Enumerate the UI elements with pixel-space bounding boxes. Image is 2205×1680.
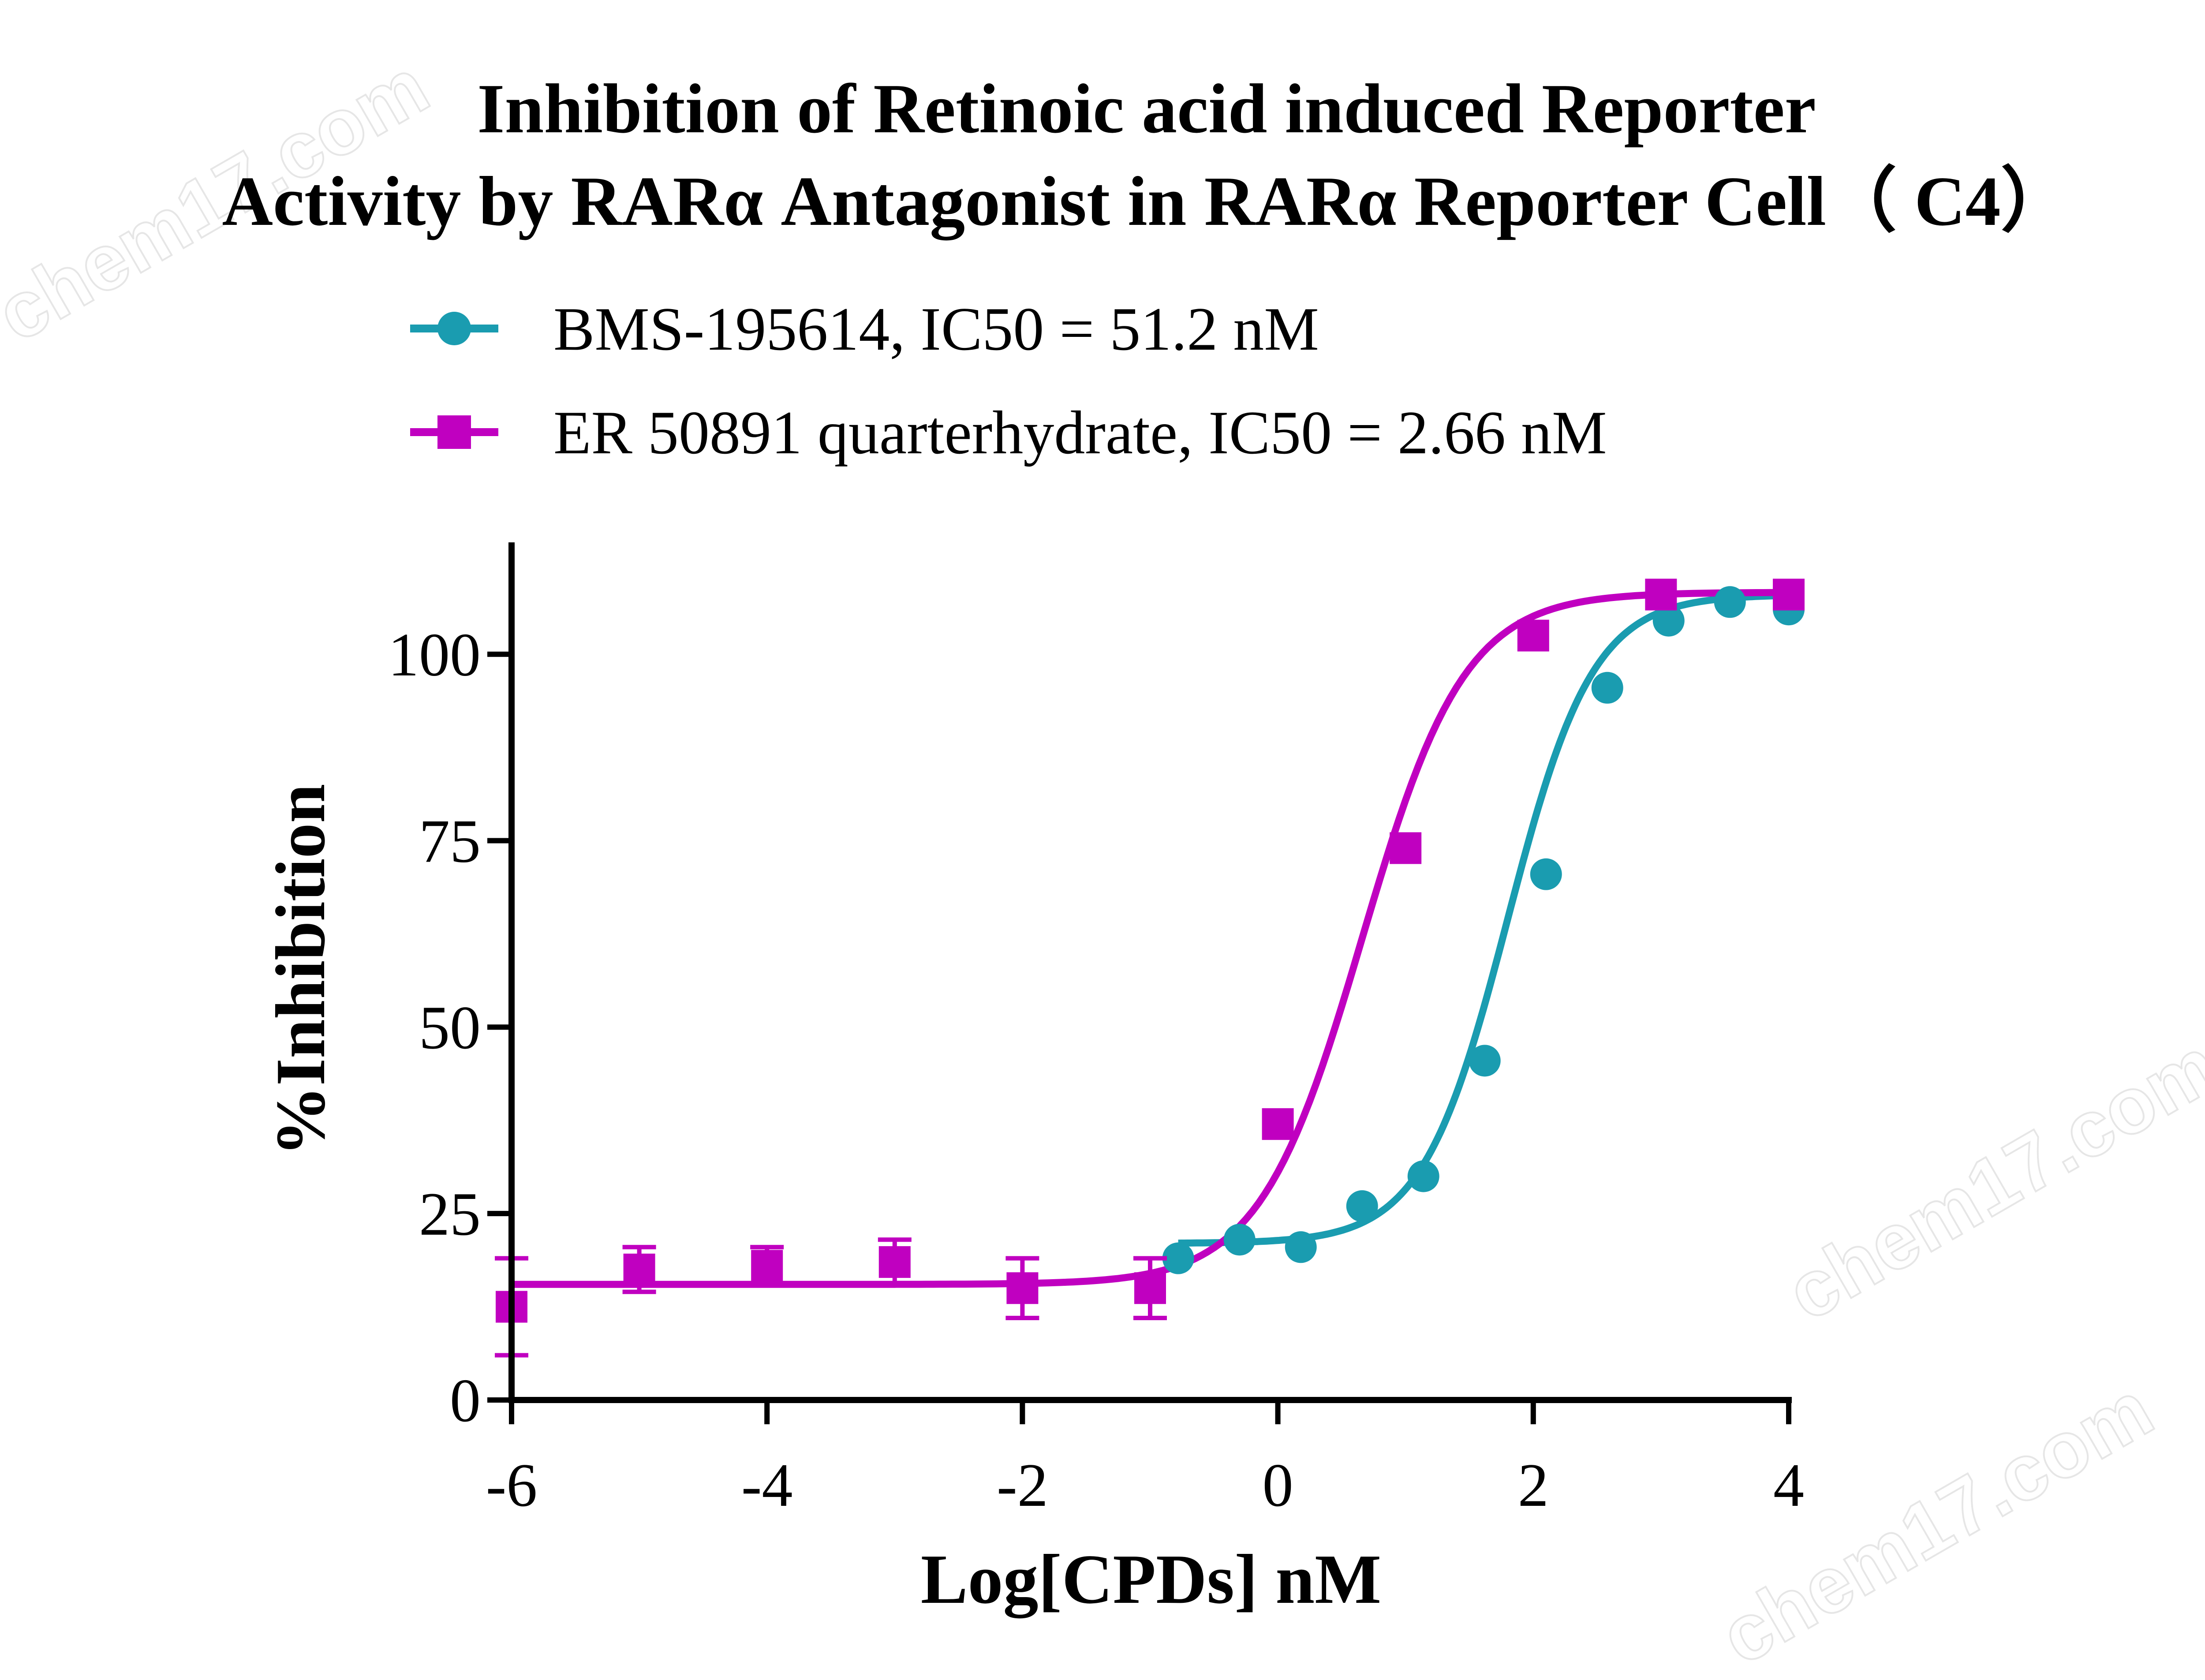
data-point <box>1390 832 1422 864</box>
data-marks <box>495 579 1805 1358</box>
data-point <box>1652 605 1685 637</box>
y-tick-label: 25 <box>419 1180 481 1248</box>
axes <box>508 542 1792 1403</box>
legend-label: ER 50891 quarterhydrate, IC50 = 2.66 nM <box>553 399 1607 467</box>
x-ticks: -6 -4 -2 0 2 4 <box>486 1400 1804 1519</box>
x-axis-title: Log[CPDs] nM <box>921 1540 1381 1619</box>
x-tick-label: -6 <box>486 1451 538 1519</box>
x-tick-label: -4 <box>741 1451 793 1519</box>
y-tick-label: 50 <box>419 993 481 1062</box>
x-tick-label: -2 <box>997 1451 1048 1519</box>
data-point <box>1714 586 1746 618</box>
x-tick-label: 4 <box>1773 1451 1804 1519</box>
data-point <box>623 1254 655 1286</box>
chart-title-line-2: Activity by RARα Antagonist in RARα Repo… <box>222 162 2071 241</box>
y-tick-label: 100 <box>388 621 481 689</box>
data-point <box>1469 1045 1501 1077</box>
data-point <box>1591 672 1623 704</box>
data-point <box>878 1246 911 1278</box>
legend-marker <box>437 415 471 449</box>
legend-marker <box>437 312 471 345</box>
y-tick-label: 75 <box>419 807 481 876</box>
fit-curve <box>1177 592 1790 1247</box>
y-tick-label: 0 <box>450 1366 481 1435</box>
data-point <box>1162 1242 1194 1274</box>
watermark-text: chem17.com <box>1706 1364 2167 1680</box>
data-point <box>751 1250 783 1282</box>
data-point <box>1134 1272 1166 1304</box>
data-point <box>1346 1190 1378 1222</box>
watermark-text: chem17.com <box>1772 1020 2205 1337</box>
data-point <box>1262 1108 1294 1140</box>
data-point <box>1407 1160 1439 1192</box>
data-point <box>1530 858 1562 890</box>
x-tick-label: 2 <box>1518 1451 1549 1519</box>
data-point <box>1645 579 1677 611</box>
data-point <box>1773 579 1805 611</box>
data-point <box>1285 1231 1317 1263</box>
data-point <box>1006 1272 1039 1304</box>
x-tick-label: 0 <box>1263 1451 1293 1519</box>
y-ticks: 0 25 50 75 100 <box>388 621 512 1435</box>
data-point <box>1223 1224 1256 1256</box>
legend: BMS-195614, IC50 = 51.2 nM ER 50891 quart… <box>410 295 1607 467</box>
legend-label: BMS-195614, IC50 = 51.2 nM <box>553 295 1319 363</box>
data-point <box>1517 620 1549 652</box>
chart-title-line-1: Inhibition of Retinoic acid induced Repo… <box>477 69 1816 148</box>
y-axis-title: %Inhibition <box>261 784 340 1157</box>
